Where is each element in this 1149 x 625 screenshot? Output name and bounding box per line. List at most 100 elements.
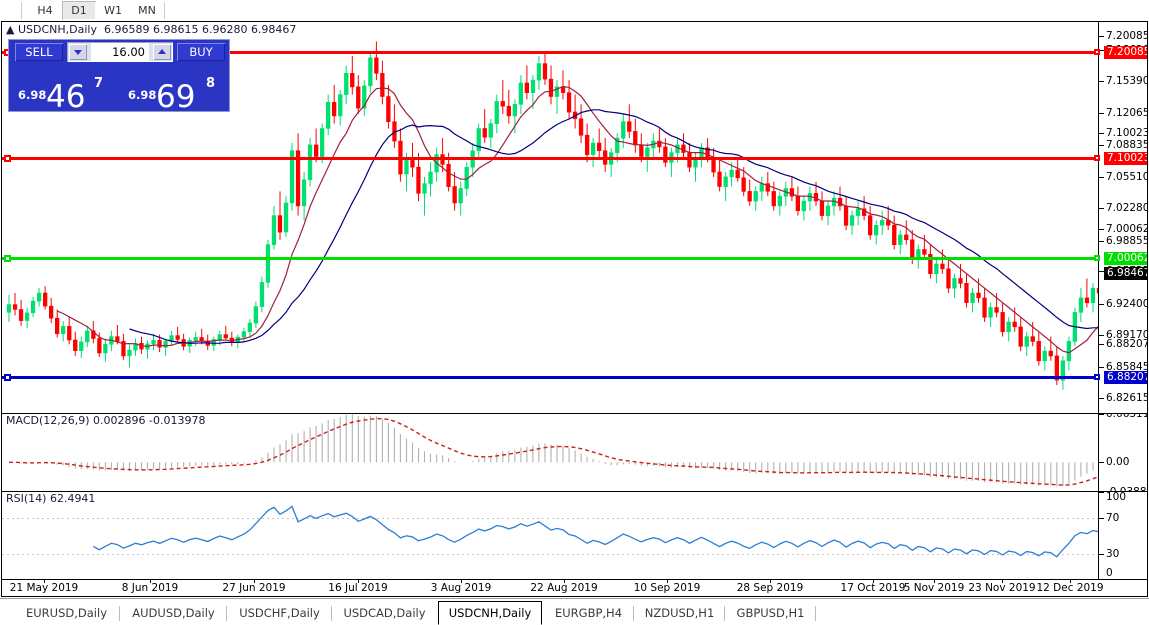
tab-audusd-daily[interactable]: AUDUSD,Daily: [132, 606, 215, 620]
time-axis-tick: [934, 580, 935, 583]
current-price-tag[interactable]: 6.98467: [1104, 267, 1147, 280]
price-axis-label: 7.00062: [1106, 223, 1147, 235]
axis-tick: [1099, 177, 1104, 178]
time-axis-tick: [564, 580, 565, 583]
macd-pane[interactable]: MACD(12,26,9) 0.002896 -0.013978 0.06311…: [2, 414, 1147, 492]
price-axis-label: 7.15390: [1106, 75, 1147, 87]
level-scale-marker: [1094, 155, 1100, 161]
tab-usdcnh-daily[interactable]: USDCNH,Daily: [438, 601, 542, 625]
macd-title: MACD(12,26,9) 0.002896 -0.013978: [6, 414, 206, 427]
volume-down-button[interactable]: [69, 44, 87, 60]
tab-divider: [331, 606, 332, 621]
axis-tick: [1099, 271, 1104, 272]
buy-button[interactable]: BUY: [177, 43, 225, 61]
level-line-7.00062[interactable]: [2, 255, 1098, 262]
axis-tick: [1099, 492, 1104, 493]
level-handle[interactable]: [4, 155, 11, 162]
price-axis-label: 7.05510: [1106, 171, 1147, 183]
axis-tick: [1099, 518, 1104, 519]
price-scale[interactable]: 7.200857.186207.153907.120657.100237.088…: [1094, 22, 1147, 413]
timeframe-toolbar: H4 D1 W1 MN: [0, 0, 1149, 21]
timeframe-w1-button[interactable]: W1: [104, 4, 122, 17]
tab-usdcad-daily[interactable]: USDCAD,Daily: [343, 606, 426, 620]
volume-up-button[interactable]: [153, 44, 171, 60]
axis-tick: [1099, 344, 1104, 345]
axis-tick: [1099, 367, 1104, 368]
price-plot-area[interactable]: [2, 22, 1098, 413]
axis-tick: [1099, 113, 1104, 114]
axis-tick: [1099, 133, 1104, 134]
tab-divider: [815, 606, 816, 621]
axis-tick: [1099, 462, 1104, 463]
timeframe-d1-button[interactable]: D1: [62, 1, 96, 20]
time-axis-tick: [1002, 580, 1003, 583]
level-tag-7.20085[interactable]: 7.20085: [1104, 46, 1147, 59]
chart-tab-bar: EURUSD,Daily AUDUSD,Daily USDCHF,Daily USDC…: [0, 598, 1149, 625]
time-axis-label: 22 Aug 2019: [530, 582, 598, 594]
price-axis-label: 7.10023: [1106, 127, 1147, 139]
ohlc-values: 6.96589 6.98615 6.96280 6.98467: [103, 23, 297, 36]
macd-plot-area[interactable]: [2, 414, 1098, 491]
sell-price-fraction: 7: [94, 76, 104, 91]
rsi-title: RSI(14) 62.4941: [6, 492, 96, 505]
tab-usdchf-daily[interactable]: USDCHF,Daily: [239, 606, 320, 620]
buy-price-fraction: 8: [206, 76, 216, 91]
macd-axis-label: -0.038872: [1106, 486, 1147, 492]
level-tag-6.88207[interactable]: 6.88207: [1104, 371, 1147, 384]
timeframe-mn-button[interactable]: MN: [138, 4, 156, 17]
axis-tick: [1099, 36, 1104, 37]
time-axis-label: 3 Aug 2019: [430, 582, 492, 594]
level-scale-marker: [1094, 49, 1100, 55]
volume-stepper[interactable]: 16.00: [67, 42, 173, 62]
time-axis-label: 23 Nov 2019: [968, 582, 1036, 594]
rsi-level-line: [2, 518, 1098, 519]
buy-price-prefix: 6.98: [128, 88, 157, 102]
price-axis-label: 7.20085: [1106, 30, 1147, 42]
tab-nzdusd-h1[interactable]: NZDUSD,H1: [644, 606, 715, 620]
price-axis-label: 7.02280: [1106, 202, 1147, 214]
time-axis-tick: [461, 580, 462, 583]
macd-scale: 0.063113 0.00 -0.038872: [1098, 414, 1147, 491]
level-tag-7.00062[interactable]: 7.00062: [1104, 252, 1147, 265]
tab-eurusd-daily[interactable]: EURUSD,Daily: [26, 606, 107, 620]
tab-divider: [724, 606, 725, 621]
sell-price-display[interactable]: 6.98 46 7: [12, 66, 120, 111]
axis-tick: [1099, 554, 1104, 555]
sell-button[interactable]: SELL: [15, 43, 63, 61]
tab-gbpusd-h1[interactable]: GBPUSD,H1: [736, 606, 805, 620]
rsi-pane[interactable]: RSI(14) 62.4941 100 70 30 0: [2, 492, 1147, 580]
price-axis-label: 6.85845: [1106, 361, 1147, 373]
axis-tick: [1099, 229, 1104, 230]
rsi-scale: 100 70 30 0: [1098, 492, 1147, 579]
rsi-plot-area[interactable]: [2, 492, 1098, 579]
level-handle[interactable]: [4, 374, 11, 381]
time-axis-label: 16 Jul 2019: [328, 582, 388, 594]
time-axis-label: 10 Sep 2019: [633, 582, 701, 594]
axis-tick: [1099, 398, 1104, 399]
one-click-trade-panel[interactable]: SELL 16.00 BUY 6.98 46 7 6.98 69 8: [8, 39, 230, 112]
timeframe-h4-button[interactable]: H4: [37, 4, 53, 17]
rsi-level-line: [2, 554, 1098, 555]
tab-bar-divider: [0, 598, 1149, 599]
time-axis-label: 8 Jun 2019: [121, 582, 179, 594]
axis-tick: [1099, 208, 1104, 209]
price-axis-label: 7.12065: [1106, 107, 1147, 119]
time-axis-label: 12 Dec 2019: [1036, 582, 1104, 594]
time-axis-tick: [1070, 580, 1071, 583]
level-tag-7.10023[interactable]: 7.10023: [1104, 152, 1147, 165]
axis-tick: [1099, 304, 1104, 305]
level-handle[interactable]: [4, 255, 11, 262]
buy-price-display[interactable]: 6.98 69 8: [122, 66, 230, 111]
time-axis-tick: [770, 580, 771, 583]
level-line-6.88207[interactable]: [2, 374, 1098, 381]
time-axis-label: 17 Oct 2019: [840, 582, 906, 594]
rsi-axis-label: 30: [1106, 548, 1120, 560]
axis-tick: [1099, 50, 1104, 51]
tab-eurgbp-h4[interactable]: EURGBP,H4: [554, 606, 623, 620]
time-axis-tick: [358, 580, 359, 583]
price-axis-label: 6.89170: [1106, 329, 1147, 341]
volume-input[interactable]: 16.00: [91, 43, 149, 61]
sell-price-prefix: 6.98: [18, 88, 47, 102]
price-axis-label: 6.82615: [1106, 392, 1147, 404]
level-line-7.10023[interactable]: [2, 155, 1098, 162]
